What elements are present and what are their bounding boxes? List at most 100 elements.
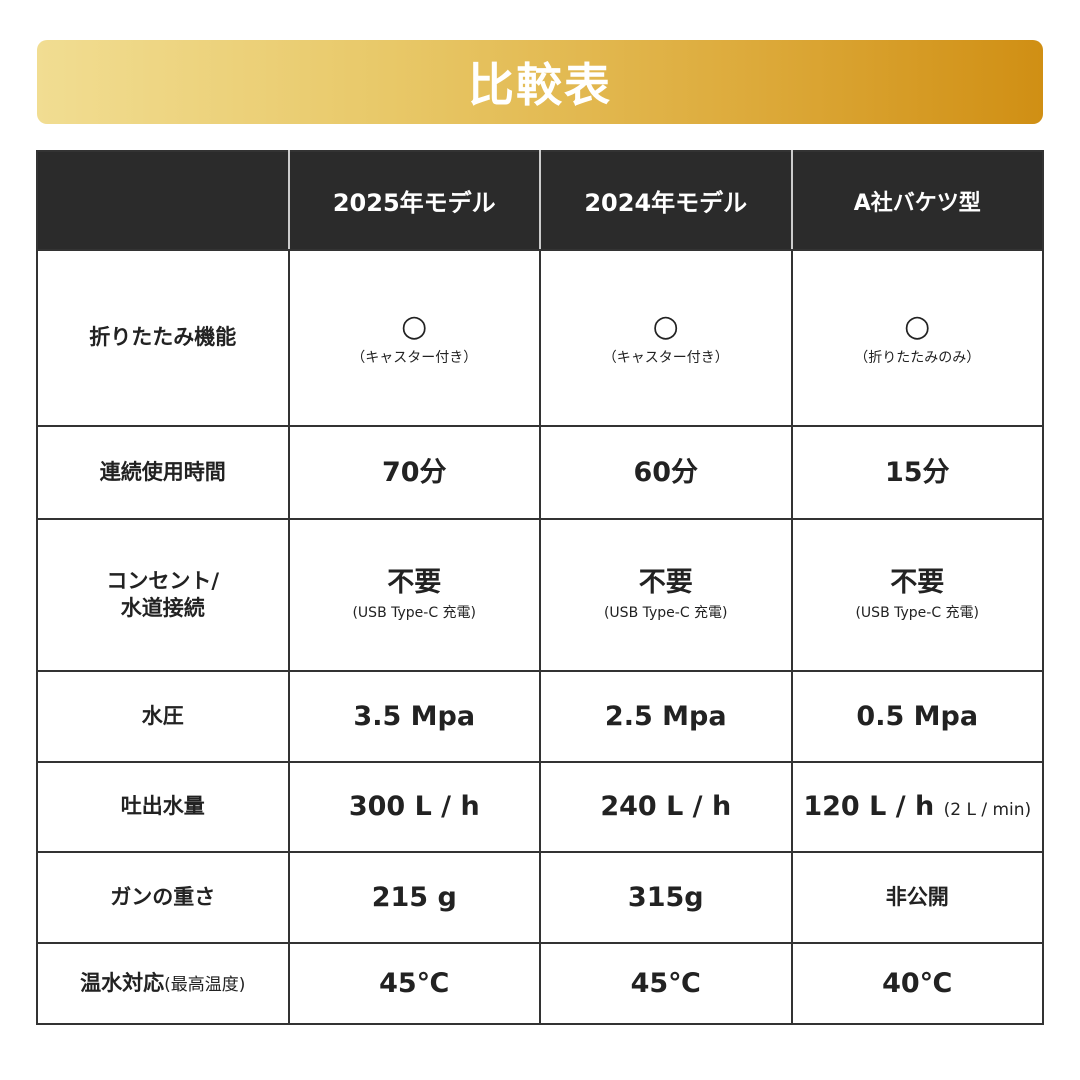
cell-value-text: ○ [652,308,679,344]
cell-value-text: 15分 [884,456,950,488]
table-row: 吐出水量 300 L / h 240 L / h 120 L / h (2 L / m… [36,761,1044,853]
cell-value: 240 L / h [541,792,791,822]
table-cell: 215 g [287,851,541,944]
table-cell: 3.5 Mpa [287,670,541,763]
row-label-note: (最高温度) [164,974,246,995]
cell-value: 不要 [541,568,791,598]
table-cell: 不要 (USB Type-C 充電) [287,518,541,672]
row-label-text: 折りたたみ機能 [89,325,237,350]
table-cell: 70分 [287,425,541,520]
cell-value-text: 60分 [633,456,699,488]
comparison-table: 2025年モデル 2024年モデル A社バケツ型 折りたたみ機能 ○ （キャスター付き）… [36,150,1044,1025]
circle-mark: ○ [541,310,791,343]
cell-value: 40℃ [793,967,1043,999]
row-label-text: コンセント/ [106,568,220,593]
row-label: 吐出水量 [36,761,290,853]
row-label-text: 温水対応 [80,970,165,995]
column-header: 2025年モデル [287,150,541,251]
table-cell: 45℃ [539,942,793,1025]
table-cell: 120 L / h (2 L / min) [790,761,1044,853]
table-cell: 300 L / h [287,761,541,853]
table-row: 温水対応(最高温度) 45℃ 45℃ 40℃ [36,942,1044,1025]
cell-value: 60分 [541,456,791,488]
row-label-text: 水道接続 [120,596,205,620]
cell-note: (USB Type-C 充電) [603,604,728,621]
table-cell: 不要 (USB Type-C 充電) [539,518,793,672]
row-label-text: ガンの重さ [110,884,216,909]
cell-value-text: 45℃ [630,967,701,999]
cell-value-text: 40℃ [882,967,953,999]
table-cell: 不要 (USB Type-C 充電) [790,518,1044,672]
table-cell: ○ （キャスター付き） [287,249,541,427]
table-cell: 45℃ [287,942,541,1025]
table-row: 連続使用時間 70分 60分 15分 [36,425,1044,520]
table-cell: 60分 [539,425,793,520]
cell-value-text: 120 L / h [803,791,935,823]
cell-value-text: 215 g [371,881,457,913]
title-banner: 比較表 [37,40,1043,124]
row-label: 折りたたみ機能 [36,249,290,427]
table-cell: 非公開 [790,851,1044,944]
cell-note: (USB Type-C 充電) [352,604,477,621]
table-cell: 15分 [790,425,1044,520]
cell-value-text: 不要 [387,567,442,599]
cell-value-text: 非公開 [885,884,949,909]
table-cell: 2.5 Mpa [539,670,793,763]
cell-note: (USB Type-C 充電) [855,604,980,621]
row-label-text: 吐出水量 [120,794,205,819]
table-cell: ○ （折りたたみのみ） [790,249,1044,427]
cell-value-text: 45℃ [379,967,450,999]
table-row: コンセント/水道接続 不要 (USB Type-C 充電) 不要 (USB Type-C… [36,518,1044,672]
cell-value-text: 300 L / h [348,791,480,823]
cell-value: 非公開 [793,884,1043,909]
circle-mark: ○ [793,310,1043,343]
cell-value-text: 0.5 Mpa [856,700,979,732]
row-label: ガンの重さ [36,851,290,944]
cell-value: 不要 [290,568,540,598]
row-label: 温水対応(最高温度) [36,942,290,1025]
table-cell: 315g [539,851,793,944]
cell-note: （キャスター付き） [351,349,478,366]
cell-value: 215 g [290,881,540,913]
cell-value-text: ○ [904,308,931,344]
row-label: コンセント/水道接続 [36,518,290,672]
corner-header [36,150,290,251]
cell-value-text: 70分 [381,456,447,488]
cell-note: （キャスター付き） [602,349,729,366]
cell-value: 300 L / h [290,792,540,822]
row-label: 連続使用時間 [36,425,290,520]
page-title: 比較表 [468,58,612,112]
cell-value: 45℃ [541,967,791,999]
column-header: A社バケツ型 [790,150,1044,251]
row-label-text: 水圧 [141,703,184,728]
cell-note: (2 L / min) [943,800,1032,821]
cell-value: 120 L / h (2 L / min) [793,792,1043,822]
cell-value: 2.5 Mpa [541,700,791,732]
table-row: ガンの重さ 215 g 315g 非公開 [36,851,1044,944]
cell-value-text: 不要 [890,567,945,599]
table-cell: ○ （キャスター付き） [539,249,793,427]
cell-note: （折りたたみのみ） [854,349,981,366]
cell-value: 315g [541,881,791,913]
header-row: 2025年モデル 2024年モデル A社バケツ型 [36,150,1044,251]
table-cell: 40℃ [790,942,1044,1025]
cell-value-text: 315g [627,881,704,913]
table-row: 折りたたみ機能 ○ （キャスター付き） ○ （キャスター付き） ○ （折りたたみのみ） [36,249,1044,427]
cell-value-text: 2.5 Mpa [604,700,727,732]
table-cell: 240 L / h [539,761,793,853]
table-cell: 0.5 Mpa [790,670,1044,763]
cell-value-text: 3.5 Mpa [353,700,476,732]
cell-value-text: 不要 [638,567,693,599]
table-row: 水圧 3.5 Mpa 2.5 Mpa 0.5 Mpa [36,670,1044,763]
row-label: 水圧 [36,670,290,763]
cell-value: 45℃ [290,967,540,999]
row-label-text: 連続使用時間 [99,459,226,484]
cell-value-text: ○ [401,308,428,344]
cell-value: 15分 [793,456,1043,488]
circle-mark: ○ [290,310,540,343]
cell-value: 不要 [793,568,1043,598]
column-header: 2024年モデル [539,150,793,251]
cell-value-text: 240 L / h [600,791,732,823]
cell-value: 70分 [290,456,540,488]
cell-value: 3.5 Mpa [290,700,540,732]
